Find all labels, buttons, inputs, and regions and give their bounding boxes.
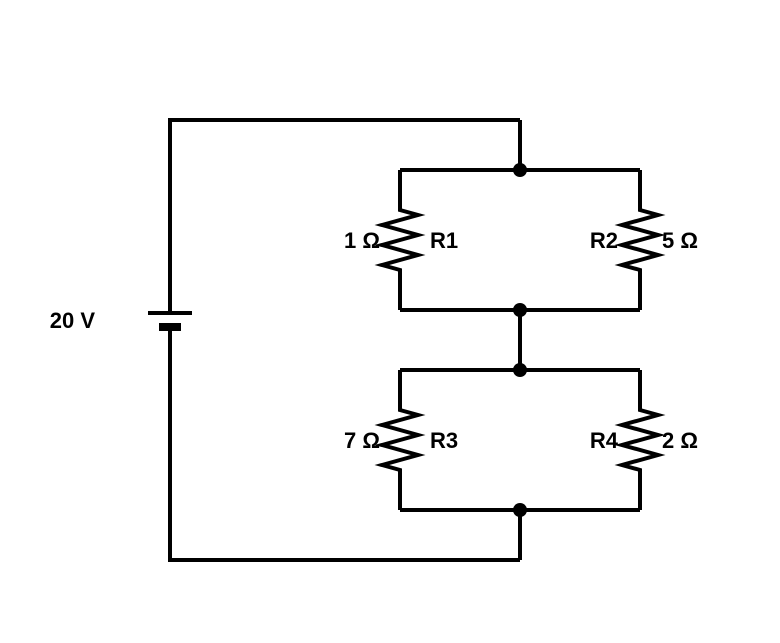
resistor-r1 [382, 205, 418, 275]
circuit-diagram: 20 V 1 Ω R1 R2 5 Ω 7 Ω R3 R4 2 Ω [0, 0, 780, 643]
r4-name-label: R4 [590, 428, 619, 453]
junction-node [513, 303, 527, 317]
r3-name-label: R3 [430, 428, 458, 453]
wire [170, 120, 520, 313]
junction-node [513, 503, 527, 517]
battery-label: 20 V [50, 308, 96, 333]
r2-value-label: 5 Ω [662, 228, 698, 253]
junction-node [513, 163, 527, 177]
resistor-r3 [382, 405, 418, 475]
resistor-r4 [622, 405, 658, 475]
r1-name-label: R1 [430, 228, 458, 253]
junction-node [513, 363, 527, 377]
r1-value-label: 1 Ω [344, 228, 380, 253]
r2-name-label: R2 [590, 228, 618, 253]
r4-value-label: 2 Ω [662, 428, 698, 453]
r3-value-label: 7 Ω [344, 428, 380, 453]
resistor-r2 [622, 205, 658, 275]
